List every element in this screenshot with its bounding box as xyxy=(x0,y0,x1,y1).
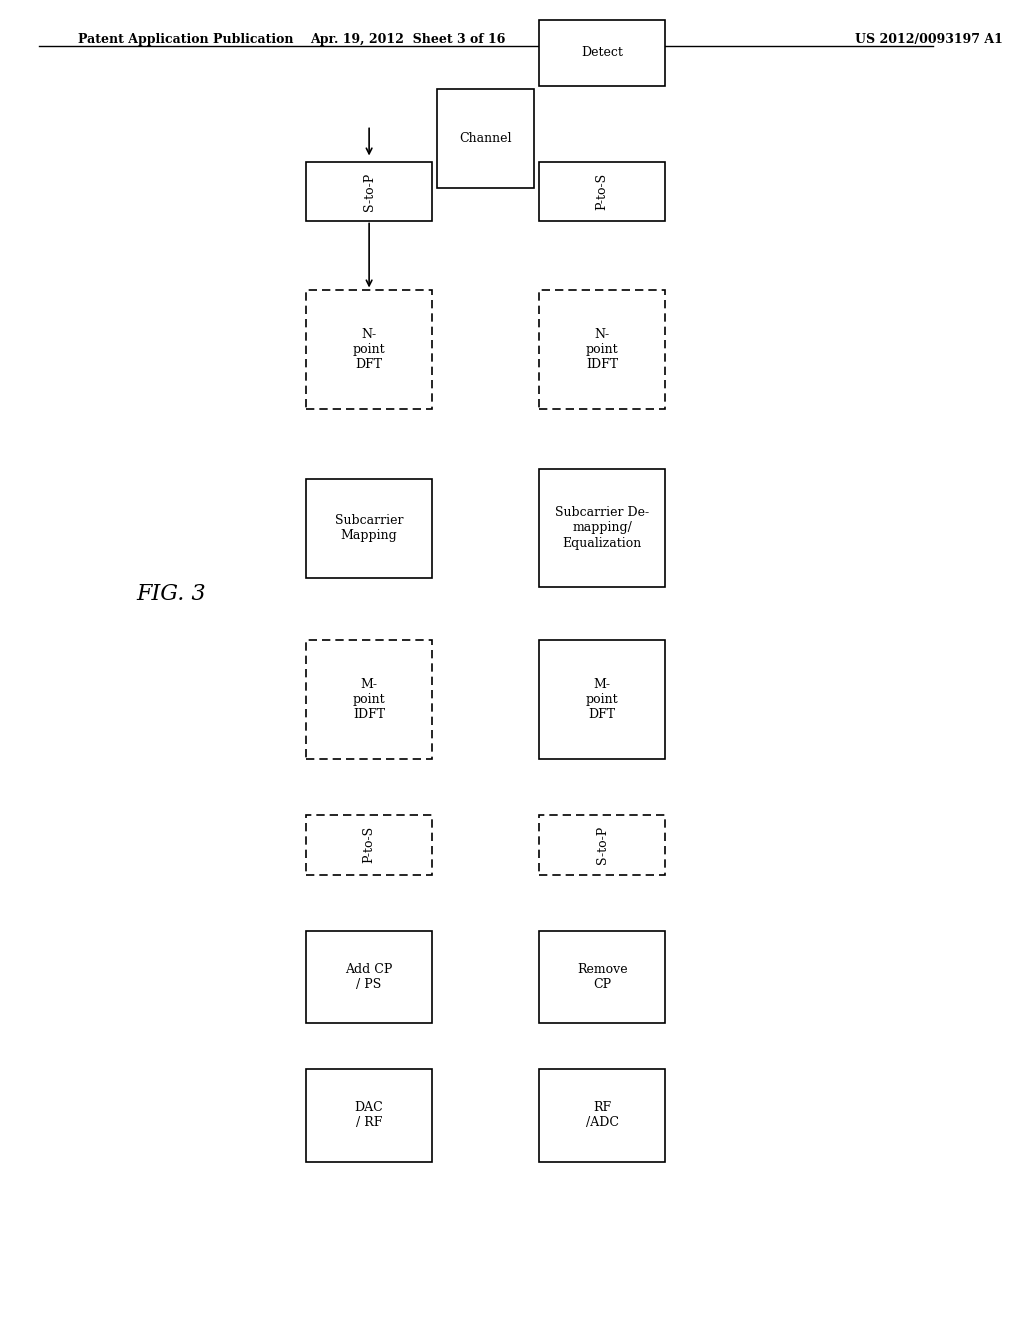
Bar xyxy=(539,640,666,759)
Text: P-to-S: P-to-S xyxy=(596,173,608,210)
Bar xyxy=(539,469,666,587)
Text: M-
point
IDFT: M- point IDFT xyxy=(353,678,385,721)
Text: Detect: Detect xyxy=(582,46,624,59)
Bar xyxy=(539,1069,666,1162)
Bar xyxy=(306,479,432,578)
Text: Patent Application Publication: Patent Application Publication xyxy=(78,33,293,46)
Text: N-
point
DFT: N- point DFT xyxy=(353,329,385,371)
Bar xyxy=(539,816,666,875)
Text: S-to-P: S-to-P xyxy=(596,826,608,863)
Text: Subcarrier De-
mapping/
Equalization: Subcarrier De- mapping/ Equalization xyxy=(555,507,649,549)
Text: Add CP
/ PS: Add CP / PS xyxy=(345,962,393,991)
Text: Subcarrier
Mapping: Subcarrier Mapping xyxy=(335,513,403,543)
Text: FIG. 3: FIG. 3 xyxy=(136,583,206,605)
Text: N-
point
IDFT: N- point IDFT xyxy=(586,329,618,371)
Text: DAC
/ RF: DAC / RF xyxy=(354,1101,384,1130)
Bar xyxy=(306,816,432,875)
Bar xyxy=(437,88,535,187)
Text: S-to-P: S-to-P xyxy=(362,173,376,210)
Text: P-to-S: P-to-S xyxy=(362,826,376,863)
Bar xyxy=(306,640,432,759)
Text: RF
/ADC: RF /ADC xyxy=(586,1101,618,1130)
Bar xyxy=(306,161,432,220)
Bar xyxy=(306,1069,432,1162)
Bar xyxy=(539,20,666,86)
Text: US 2012/0093197 A1: US 2012/0093197 A1 xyxy=(855,33,1002,46)
Text: M-
point
DFT: M- point DFT xyxy=(586,678,618,721)
Bar xyxy=(539,931,666,1023)
Text: Remove
CP: Remove CP xyxy=(577,962,628,991)
Bar xyxy=(539,161,666,220)
Bar xyxy=(539,290,666,409)
Text: Apr. 19, 2012  Sheet 3 of 16: Apr. 19, 2012 Sheet 3 of 16 xyxy=(310,33,506,46)
Bar xyxy=(306,931,432,1023)
Bar xyxy=(306,290,432,409)
Text: Channel: Channel xyxy=(460,132,512,145)
